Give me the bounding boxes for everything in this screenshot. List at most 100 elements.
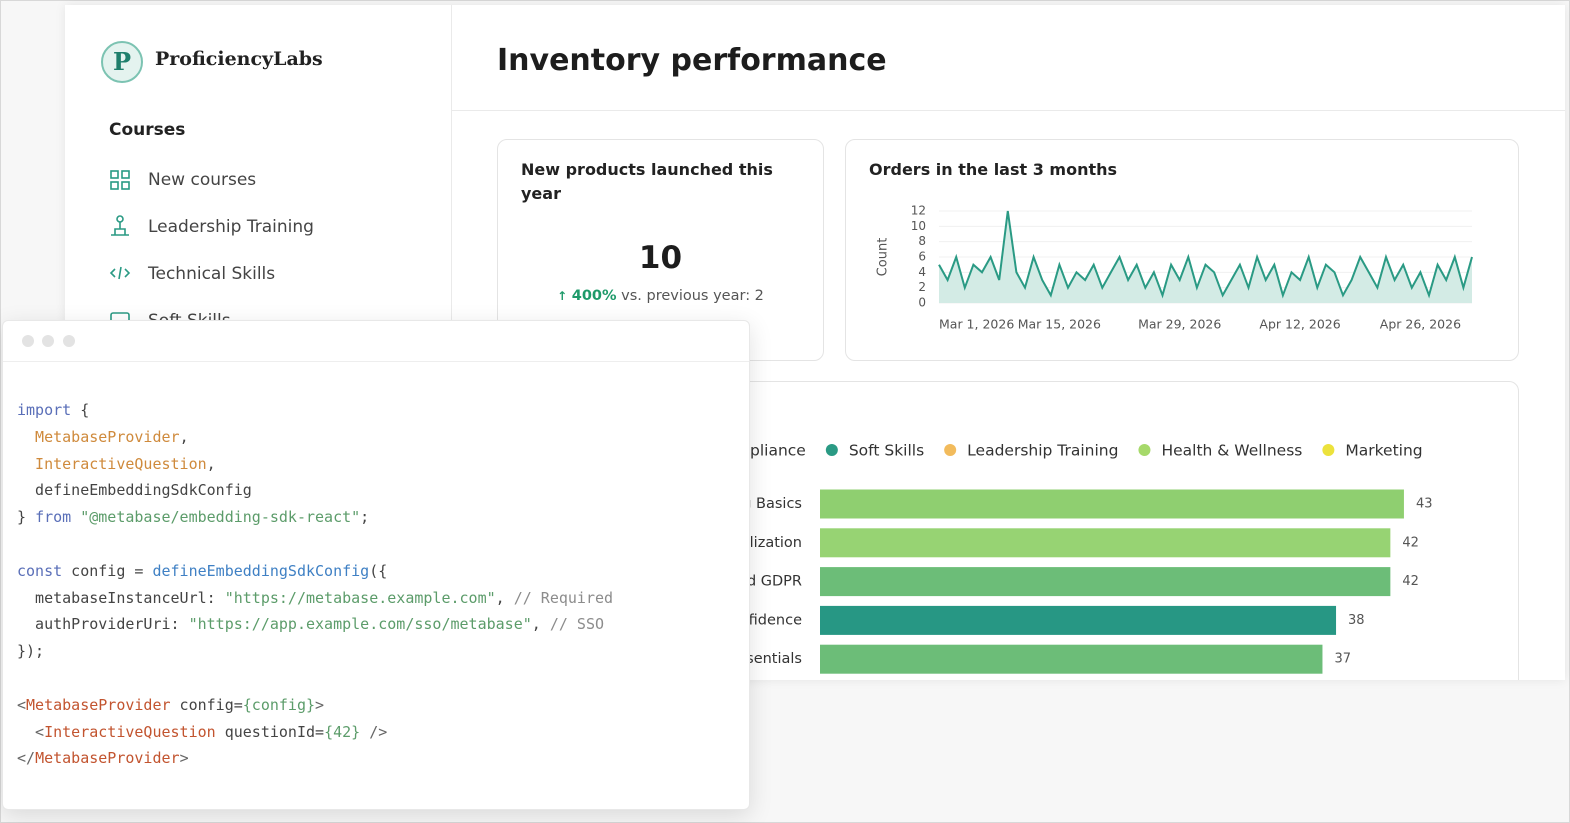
legend-label: Leadership Training <box>967 442 1118 460</box>
code-line: const config = defineEmbeddingSdkConfig(… <box>17 558 613 585</box>
x-tick-label: Mar 29, 2026 <box>1138 317 1221 332</box>
code-line: import { <box>17 397 613 424</box>
code-line: </MetabaseProvider> <box>17 745 613 772</box>
code-token: config= <box>170 695 243 714</box>
code-token: < <box>17 695 27 714</box>
value-label: 37 <box>1334 652 1351 667</box>
legend-label: Health & Wellness <box>1161 442 1302 460</box>
code-line: <MetabaseProvider config={config}> <box>17 692 613 719</box>
code-token: "@metabase/embedding-sdk-react" <box>71 508 361 527</box>
code-token: metabaseInstanceUrl: <box>17 588 225 607</box>
code-line: authProviderUri: "https://app.example.co… <box>17 611 613 638</box>
legend-dot <box>1138 444 1151 456</box>
x-tick-label: Apr 26, 2026 <box>1380 317 1461 332</box>
code-token: } <box>17 508 36 527</box>
category-label: g Basics <box>742 496 802 512</box>
section-title: Courses <box>109 120 186 140</box>
code-token: ({ <box>369 561 388 580</box>
code-token: defineEmbeddingSdkConfig <box>152 561 370 580</box>
code-line: defineEmbeddingSdkConfig <box>17 477 613 504</box>
y-tick-label: 6 <box>918 250 926 264</box>
value-label: 42 <box>1402 535 1419 550</box>
value-label: 42 <box>1402 574 1419 589</box>
code-token: defineEmbeddingSdkConfig <box>17 481 252 500</box>
brand[interactable]: ProficiencyLabs <box>155 48 323 70</box>
code-token: {42} <box>324 722 361 741</box>
code-token: questionId= <box>215 722 325 741</box>
code-token: > <box>315 695 325 714</box>
code-token: "https://app.example.com/sso/metabase" <box>188 615 532 634</box>
code-token: , <box>495 588 514 607</box>
nav-icons <box>109 170 131 326</box>
code-token: , <box>179 427 189 446</box>
value-label: 38 <box>1348 613 1365 628</box>
code-line: }); <box>17 638 613 665</box>
code-token: const <box>17 561 63 580</box>
x-tick-label: Apr 12, 2026 <box>1259 317 1340 332</box>
bar <box>820 528 1391 558</box>
legend-label: pliance <box>750 442 806 460</box>
code-line: <InteractiveQuestion questionId={42} /> <box>17 719 613 746</box>
line-card: Orders in the last 3 months <box>845 139 1519 361</box>
bar <box>820 567 1391 597</box>
code-window: import { MetabaseProvider, InteractiveQu… <box>2 320 750 810</box>
code-token: MetabaseProvider <box>17 427 180 446</box>
code-token: {config} <box>242 695 316 714</box>
bar <box>820 605 1337 635</box>
code-token: config = <box>62 561 153 580</box>
x-tick-label: Mar 15, 2026 <box>1018 317 1101 332</box>
code-token: }); <box>17 642 45 661</box>
category-label: lization <box>750 535 802 551</box>
category-label: d GDPR <box>747 574 802 590</box>
code-token: // Required <box>513 588 614 607</box>
code-token: /> <box>360 722 388 741</box>
kpi-change-row: ↑ 400% vs. previous year: 2 <box>498 288 823 304</box>
code-token: < <box>17 722 45 741</box>
code-token: { <box>71 401 90 419</box>
code-token: MetabaseProvider <box>35 749 180 768</box>
code-line: metabaseInstanceUrl: "https://metabase.e… <box>17 585 613 612</box>
category-label: fidence <box>749 612 802 628</box>
code-token: InteractiveQuestion <box>44 722 216 741</box>
page-title: Inventory performance <box>497 43 887 78</box>
code-line: } from "@metabase/embedding-sdk-react"; <box>17 504 613 531</box>
code-token: MetabaseProvider <box>26 695 171 714</box>
legend-label: Marketing <box>1345 442 1422 460</box>
y-tick-label: 0 <box>918 296 926 310</box>
kpi-comparison: vs. previous year: 2 <box>621 288 764 304</box>
code-line: InteractiveQuestion, <box>17 451 613 478</box>
window-dot <box>22 335 34 347</box>
code-token: ; <box>360 508 370 527</box>
y-tick-label: 2 <box>918 280 926 294</box>
nav-item[interactable]: Technical Skills <box>148 264 276 284</box>
window-bar <box>3 321 749 362</box>
code-token: > <box>179 749 189 768</box>
chart-title: Orders in the last 3 months <box>869 160 1118 179</box>
code-token: // SSO <box>549 615 605 634</box>
code-token: from <box>35 508 72 527</box>
x-tick-label: Mar 1, 2026 <box>939 317 1014 332</box>
code-block: import { MetabaseProvider, InteractiveQu… <box>17 397 613 772</box>
y-axis-label: Count <box>876 238 891 277</box>
window-dot <box>63 335 75 347</box>
nav-item[interactable]: New courses <box>148 170 257 190</box>
kpi-change: 400% <box>571 288 617 304</box>
logo: P <box>101 41 143 83</box>
code-token: authProviderUri: <box>17 615 189 634</box>
line <box>938 210 1473 299</box>
legend-dot <box>944 444 957 456</box>
y-tick-label: 8 <box>918 234 926 248</box>
code-token: import <box>17 401 72 419</box>
nav-item[interactable]: Leadership Training <box>148 217 314 237</box>
legend-dot <box>825 444 838 456</box>
code-token: </ <box>17 749 36 768</box>
code-line: MetabaseProvider, <box>17 424 613 451</box>
y-tick-label: 4 <box>918 265 926 279</box>
bar <box>820 489 1404 519</box>
code-token: , <box>531 615 550 634</box>
code-line <box>17 531 613 558</box>
category-label: sentials <box>746 651 802 667</box>
